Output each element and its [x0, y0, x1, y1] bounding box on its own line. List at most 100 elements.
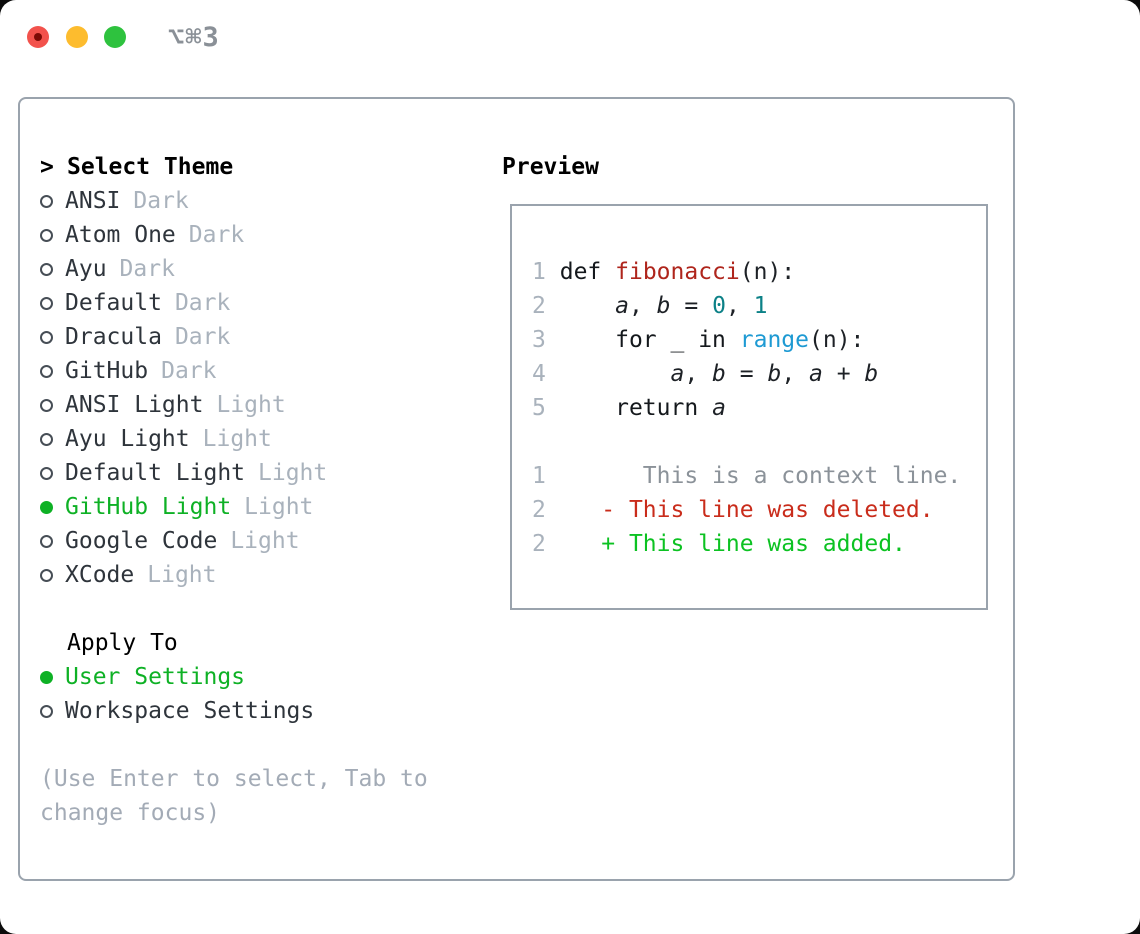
code-token-var: b: [712, 361, 726, 387]
code-token-pl: [601, 259, 615, 285]
radio-icon: [40, 704, 53, 718]
theme-list: ANSI Dark Atom One Dark Ayu Dark Default Dark Dr…: [40, 184, 490, 592]
theme-item-default-light[interactable]: Default Light Light: [40, 456, 490, 490]
hint-line-1: (Use Enter to select, Tab to: [40, 766, 428, 792]
code-token-var: b: [656, 293, 671, 319]
preview-line: 1 def fibonacci (n):: [532, 255, 980, 289]
code-token-ln: 2: [532, 497, 546, 523]
code-token-pl: (n):: [809, 327, 865, 353]
theme-name: ANSI: [65, 188, 121, 214]
theme-name: Ayu Light: [65, 426, 190, 452]
theme-item-ayu-light[interactable]: Ayu Light Light: [40, 422, 490, 456]
preview-line: 3 for _ in range (n):: [532, 323, 980, 357]
code-token-ln: 5: [532, 395, 546, 421]
zoom-button[interactable]: [104, 26, 126, 48]
theme-name: Default Light: [65, 460, 246, 486]
select-theme-title: Select Theme: [67, 154, 234, 180]
titlebar: ⌥⌘3: [0, 0, 1140, 72]
radio-selected-icon: [40, 670, 53, 684]
preview-line: 2 a, b = 0, 1: [532, 289, 980, 323]
theme-variant-tag: Dark: [174, 324, 231, 350]
theme-name: ANSI Light: [65, 392, 204, 418]
theme-variant-tag: Light: [202, 426, 272, 452]
spacer: [40, 728, 490, 762]
theme-item-google-code[interactable]: Google Code Light: [40, 524, 490, 558]
radio-selected-icon: [40, 500, 53, 514]
code-token-pl: +: [822, 361, 865, 387]
radio-icon: [40, 330, 53, 344]
radio-icon: [40, 398, 53, 412]
code-token-add: + This line was added.: [601, 531, 906, 557]
code-token-var: a: [809, 361, 823, 387]
prompt-caret: >: [40, 154, 54, 180]
theme-variant-tag: Dark: [161, 358, 217, 384]
radio-icon: [40, 364, 53, 378]
code-token-pl: [546, 395, 615, 421]
theme-item-ayu[interactable]: Ayu Dark: [40, 252, 490, 286]
theme-name: GitHub: [65, 358, 149, 384]
preview-line: 2 - This line was deleted.: [532, 493, 980, 527]
theme-picker-panel: > Select Theme ANSI Dark Atom One Dark Ayu Dar…: [18, 97, 1015, 881]
code-token-kw: return: [615, 395, 699, 421]
preview-line: 2 + This line was added.: [532, 527, 980, 561]
code-token-pl: ,: [725, 293, 754, 319]
theme-variant-tag: Light: [258, 460, 328, 486]
apply-option-user-settings[interactable]: User Settings: [40, 660, 490, 694]
theme-variant-tag: Light: [230, 528, 300, 554]
spacer: [40, 592, 490, 626]
theme-name: Google Code: [65, 528, 218, 554]
apply-option-label: User Settings: [65, 664, 246, 690]
theme-name: Dracula: [65, 324, 162, 350]
code-token-pl: (n):: [739, 259, 796, 285]
code-token-num: 0: [712, 293, 726, 319]
theme-item-dracula[interactable]: Dracula Dark: [40, 320, 490, 354]
theme-name: Atom One: [65, 222, 176, 248]
theme-variant-tag: Dark: [119, 256, 175, 282]
theme-name: Ayu: [65, 256, 107, 282]
theme-variant-tag: Light: [216, 392, 286, 418]
radio-icon: [40, 262, 53, 276]
code-token-kw: in: [698, 327, 726, 353]
code-token-var: a: [670, 361, 685, 387]
preview-line: [532, 425, 980, 459]
code-token-ctx: This is a context line.: [545, 463, 962, 489]
preview-line: 5 return a: [532, 391, 980, 425]
theme-item-github-light[interactable]: GitHub Light Light: [40, 490, 490, 524]
radio-icon: [40, 466, 53, 480]
code-token-kw: for: [615, 327, 657, 353]
theme-name: XCode: [65, 562, 135, 588]
theme-item-github[interactable]: GitHub Dark: [40, 354, 490, 388]
theme-item-xcode[interactable]: XCode Light: [40, 558, 490, 592]
theme-item-atom-one[interactable]: Atom One Dark: [40, 218, 490, 252]
minimize-button[interactable]: [66, 26, 88, 48]
code-token-pl: [546, 259, 560, 285]
theme-item-ansi[interactable]: ANSI Dark: [40, 184, 490, 218]
preview-title: Preview: [502, 154, 599, 180]
theme-item-default[interactable]: Default Dark: [40, 286, 490, 320]
code-token-num: 1: [753, 293, 768, 319]
code-token-kw: def: [559, 259, 602, 285]
code-token-ln: 3: [532, 327, 546, 353]
window-title: ⌥⌘3: [168, 22, 220, 53]
select-theme-header: > Select Theme: [40, 150, 490, 184]
apply-option-workspace-settings[interactable]: Workspace Settings: [40, 694, 490, 728]
code-token-ln: 4: [532, 361, 546, 387]
theme-variant-tag: Dark: [174, 290, 231, 316]
hint-line-2: change focus): [40, 800, 221, 826]
theme-variant-tag: Light: [244, 494, 314, 520]
theme-name: Default: [65, 290, 162, 316]
apply-option-label: Workspace Settings: [65, 698, 315, 724]
code-token-pl: [726, 327, 740, 353]
code-token-bi: range: [739, 327, 810, 353]
code-token-ln: 1: [532, 259, 546, 285]
close-button[interactable]: [27, 26, 49, 48]
code-token-pl: ,: [684, 361, 713, 387]
code-token-ln: 2: [532, 293, 546, 319]
code-token-var: a: [615, 293, 629, 319]
radio-icon: [40, 534, 53, 548]
code-token-var: b: [864, 361, 879, 387]
code-token-pl: [546, 497, 601, 523]
preview-line: 1 This is a context line.: [532, 459, 980, 493]
theme-item-ansi-light[interactable]: ANSI Light Light: [40, 388, 490, 422]
code-token-pl: ,: [628, 293, 657, 319]
